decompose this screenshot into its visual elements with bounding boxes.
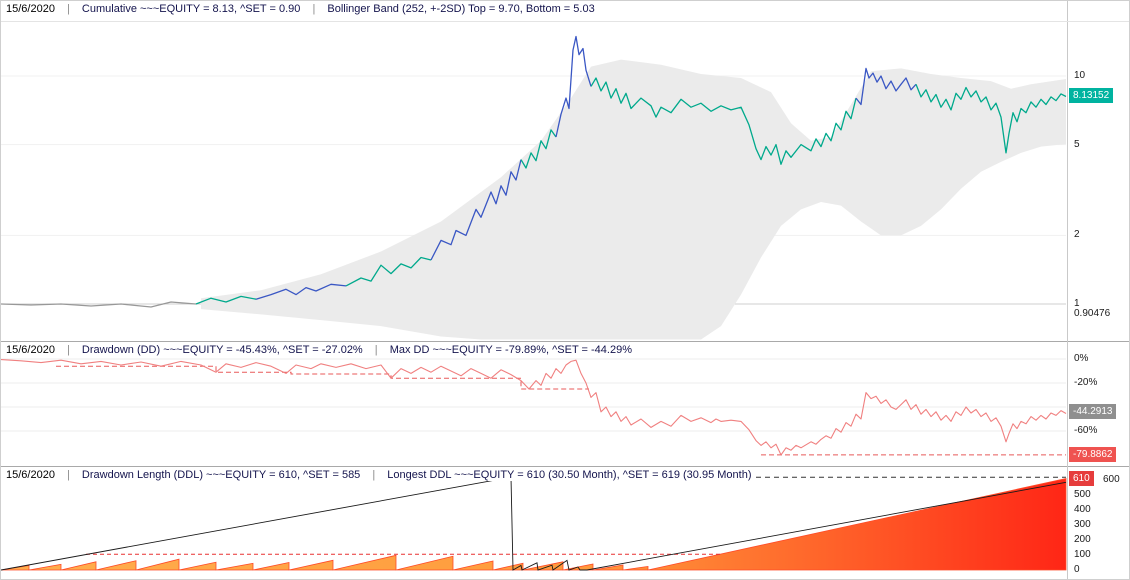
ddl-title: Drawdown Length (DDL) ~~~EQUITY = 610, ^…	[79, 469, 363, 481]
value-badge: -44.2913	[1069, 404, 1117, 419]
drawdown-title: Drawdown (DD) ~~~EQUITY = -45.43%, ^SET …	[79, 344, 365, 356]
max-dd-info: Max DD ~~~EQUITY = -79.89%, ^SET = -44.2…	[387, 344, 634, 356]
y-axis-label: 300	[1074, 519, 1091, 530]
equity-line-segment	[855, 67, 917, 106]
y-axis-label: 0.90476	[1074, 308, 1111, 319]
y-axis-label: 400	[1074, 504, 1091, 515]
equity-line-segment	[195, 295, 257, 305]
set-ddl-line	[1, 476, 1067, 571]
drawdown-panel-header: 15/6/2020 | Drawdown (DD) ~~~EQUITY = -4…	[4, 344, 634, 356]
y-axis-label: 100	[1074, 549, 1091, 560]
equity-y-axis: 10 5 2 1 0.90476 8.13152	[1069, 1, 1129, 341]
equity-chart[interactable]	[1, 1, 1130, 341]
separator: |	[370, 469, 378, 481]
equity-line-segment	[915, 84, 1067, 154]
y-axis-label: 10	[1074, 70, 1086, 81]
y-axis-label: 5	[1074, 139, 1080, 150]
equity-line-segment	[255, 283, 347, 300]
equity-line-segment	[430, 159, 522, 261]
bollinger-info: Bollinger Band (252, +-2SD) Top = 9.70, …	[325, 3, 597, 15]
ddl-chart[interactable]	[1, 467, 1130, 580]
drawdown-y-axis: 0% -20% -60% -44.2913 -79.8862	[1069, 342, 1129, 466]
drawdown-panel[interactable]: 15/6/2020 | Drawdown (DD) ~~~EQUITY = -4…	[1, 341, 1130, 466]
bollinger-band	[201, 59, 1066, 340]
drawdown-chart[interactable]	[1, 342, 1130, 466]
y-axis-label: 600	[1103, 474, 1120, 485]
separator: |	[65, 469, 72, 481]
header-underline	[1, 21, 1129, 22]
date-label: 15/6/2020	[4, 3, 57, 15]
equity-line-segment	[590, 77, 857, 165]
y-axis-label: 2	[1074, 229, 1080, 240]
y-axis-label: -20%	[1074, 377, 1098, 388]
drawdown-line	[1, 359, 1067, 456]
equity-panel[interactable]: 15/6/2020 | Cumulative ~~~EQUITY = 8.13,…	[1, 1, 1130, 341]
separator: |	[65, 3, 72, 15]
ddl-panel[interactable]: 15/6/2020 | Drawdown Length (DDL) ~~~EQU…	[1, 466, 1130, 580]
equity-line-segment	[345, 256, 432, 287]
separator: |	[310, 3, 318, 15]
equity-line-segment	[520, 129, 557, 169]
equity-line-segment	[1, 301, 197, 308]
value-badge: -79.8862	[1069, 447, 1117, 462]
y-axis-label: -60%	[1074, 425, 1098, 436]
equity-line-segment	[555, 35, 592, 138]
ddl-area	[1, 478, 1067, 571]
separator: |	[372, 344, 380, 356]
equity-title: Cumulative ~~~EQUITY = 8.13, ^SET = 0.90	[79, 3, 303, 15]
y-axis-label: 500	[1074, 489, 1091, 500]
y-axis-label: 1	[1074, 298, 1080, 309]
y-axis-label: 0%	[1074, 353, 1089, 364]
ddl-y-axis: 600 500 400 300 200 100 0 610	[1069, 467, 1129, 579]
running-max-dd-line	[56, 365, 589, 390]
ddl-panel-header: 15/6/2020 | Drawdown Length (DDL) ~~~EQU…	[4, 469, 754, 481]
y-axis-label: 0	[1074, 564, 1080, 575]
value-badge: 610	[1069, 471, 1094, 486]
separator: |	[65, 344, 72, 356]
longest-ddl-info: Longest DDL ~~~EQUITY = 610 (30.50 Month…	[385, 469, 754, 481]
date-label: 15/6/2020	[4, 344, 57, 356]
equity-panel-header: 15/6/2020 | Cumulative ~~~EQUITY = 8.13,…	[4, 3, 597, 15]
value-badge: 8.13152	[1069, 88, 1114, 103]
date-label: 15/6/2020	[4, 469, 57, 481]
axis-separator-line	[1067, 1, 1068, 579]
y-axis-label: 200	[1074, 534, 1091, 545]
